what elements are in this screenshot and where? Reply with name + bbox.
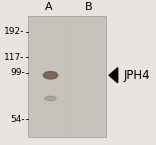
Ellipse shape: [43, 71, 58, 79]
Text: 117-: 117-: [4, 53, 25, 62]
Text: 54-: 54-: [10, 115, 25, 124]
Text: A: A: [44, 2, 52, 12]
Text: B: B: [85, 2, 92, 12]
Ellipse shape: [45, 96, 56, 101]
Polygon shape: [109, 68, 118, 83]
Text: JPH4: JPH4: [124, 69, 151, 82]
Text: 99-: 99-: [10, 68, 25, 77]
Text: 192-: 192-: [4, 27, 25, 36]
FancyBboxPatch shape: [28, 17, 106, 137]
